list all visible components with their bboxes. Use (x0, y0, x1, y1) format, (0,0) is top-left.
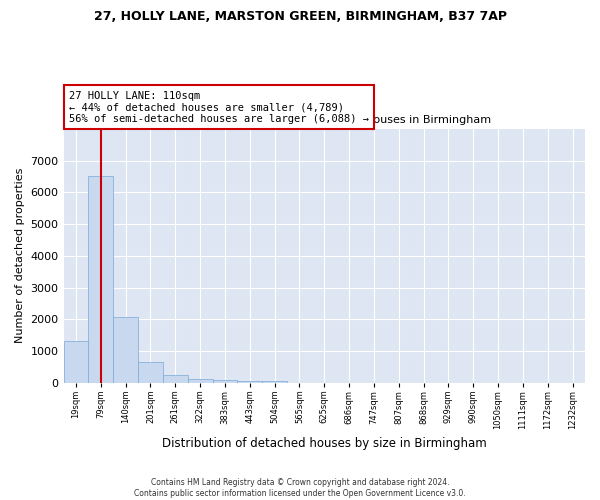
Text: Contains HM Land Registry data © Crown copyright and database right 2024.
Contai: Contains HM Land Registry data © Crown c… (134, 478, 466, 498)
Bar (238, 381, 262, 382)
Bar (88, 176, 113, 382)
Bar (113, 316, 138, 382)
Bar (163, 375, 188, 382)
Text: 27, HOLLY LANE, MARSTON GREEN, BIRMINGHAM, B37 7AP: 27, HOLLY LANE, MARSTON GREEN, BIRMINGHA… (94, 10, 506, 23)
Bar (138, 362, 163, 382)
X-axis label: Distribution of detached houses by size in Birmingham: Distribution of detached houses by size … (162, 437, 487, 450)
Bar (212, 380, 238, 382)
Bar (64, 342, 88, 382)
Title: Size of property relative to detached houses in Birmingham: Size of property relative to detached ho… (158, 116, 491, 126)
Y-axis label: Number of detached properties: Number of detached properties (15, 168, 25, 344)
Text: 27 HOLLY LANE: 110sqm
← 44% of detached houses are smaller (4,789)
56% of semi-d: 27 HOLLY LANE: 110sqm ← 44% of detached … (69, 90, 369, 124)
Bar (262, 381, 287, 382)
Bar (188, 379, 212, 382)
